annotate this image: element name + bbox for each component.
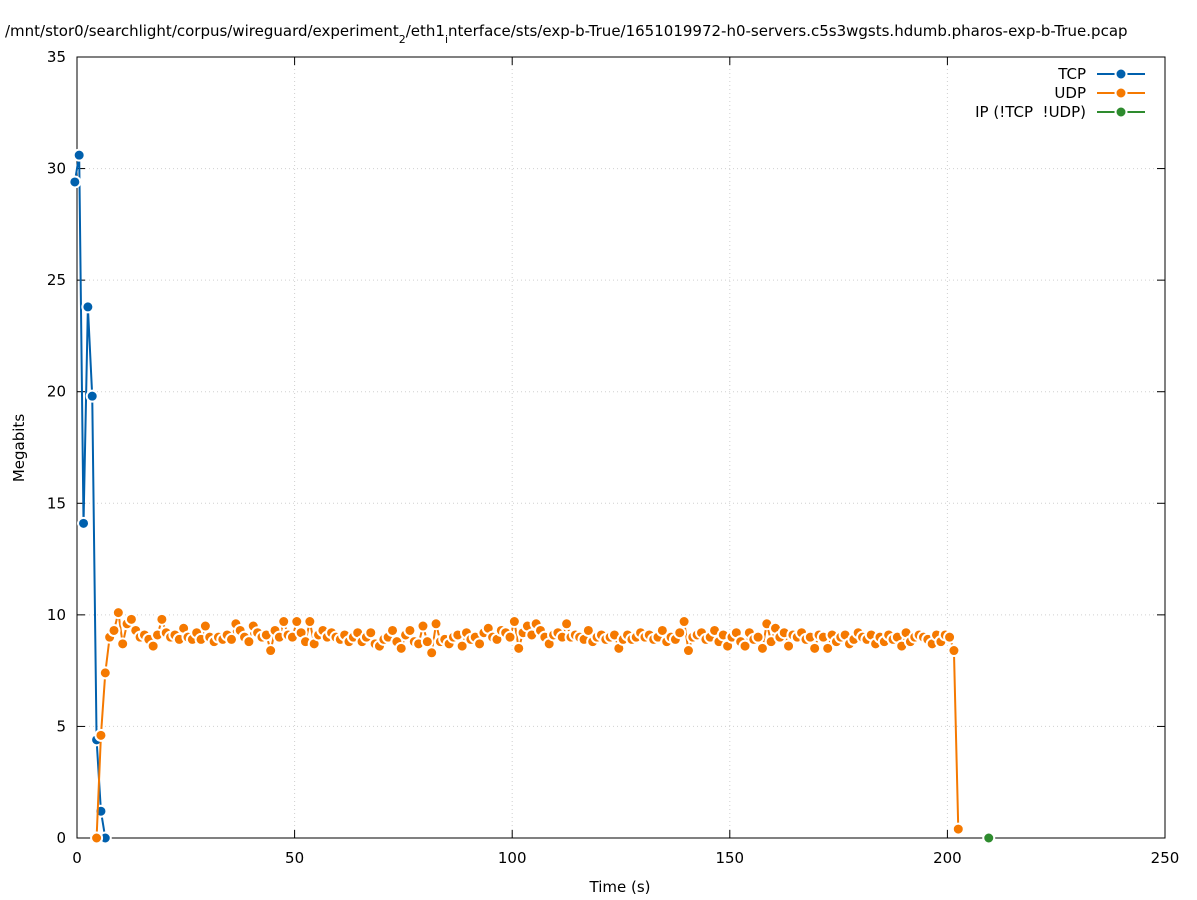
point (403, 623, 417, 637)
point (738, 639, 752, 653)
x-tick-label: 250 (1151, 849, 1180, 867)
legend-swatch (1114, 67, 1128, 81)
point (755, 641, 769, 655)
point (290, 615, 304, 629)
point (429, 617, 443, 631)
point (673, 626, 687, 640)
legend-label: IP (!TCP !UDP) (975, 103, 1086, 121)
title-part: i (445, 33, 448, 46)
point (111, 606, 125, 620)
point (107, 623, 121, 637)
point (416, 619, 430, 633)
point (146, 639, 160, 653)
x-tick-label: 100 (498, 849, 527, 867)
point (782, 639, 796, 653)
point (581, 623, 595, 637)
point (386, 623, 400, 637)
point (455, 639, 469, 653)
point (394, 641, 408, 655)
y-tick-label: 0 (56, 829, 66, 847)
point (242, 635, 256, 649)
point (155, 612, 169, 626)
x-tick-label: 200 (933, 849, 962, 867)
point (425, 646, 439, 660)
x-axis-label: Time (s) (589, 878, 651, 896)
y-tick-label: 25 (47, 271, 66, 289)
point (90, 831, 104, 845)
x-tick-label: 0 (72, 849, 82, 867)
point (507, 615, 521, 629)
point (72, 148, 86, 162)
x-tick-label: 150 (715, 849, 744, 867)
y-tick-label: 15 (47, 494, 66, 512)
y-tick-label: 20 (47, 383, 66, 401)
chart-title: /mnt/stor0/searchlight/corpus/wireguard/… (5, 22, 1128, 46)
plot-border (76, 56, 1166, 839)
title-part: /mnt/stor0/searchlight/corpus/wireguard/… (5, 22, 399, 40)
legend-label: UDP (1054, 84, 1086, 102)
point (947, 644, 961, 658)
point (655, 623, 669, 637)
title-part: nterface/sts/exp-b-True/1651019972-h0-se… (448, 22, 1128, 40)
point (198, 619, 212, 633)
point (68, 175, 82, 189)
point (94, 728, 108, 742)
point (473, 637, 487, 651)
point (277, 615, 291, 629)
title-part: /eth1 (406, 22, 445, 40)
point (124, 612, 138, 626)
point (951, 822, 965, 836)
point (77, 516, 91, 530)
legend-swatch (1114, 86, 1128, 100)
point (808, 641, 822, 655)
point (303, 615, 317, 629)
y-axis-label: Megabits (10, 414, 28, 482)
legend-swatch (1114, 105, 1128, 119)
point (98, 666, 112, 680)
point (821, 641, 835, 655)
point (364, 626, 378, 640)
point (264, 644, 278, 658)
point (677, 615, 691, 629)
x-tick-label: 50 (285, 849, 304, 867)
point (420, 635, 434, 649)
legend-label: TCP (1057, 65, 1086, 83)
point (681, 644, 695, 658)
point (943, 630, 957, 644)
point (81, 300, 95, 314)
point (751, 630, 765, 644)
point (85, 389, 99, 403)
y-tick-label: 30 (47, 160, 66, 178)
y-tick-label: 10 (47, 606, 66, 624)
point (512, 641, 526, 655)
point (503, 630, 517, 644)
point (560, 617, 574, 631)
y-tick-label: 5 (56, 717, 66, 735)
y-tick-label: 35 (47, 48, 66, 66)
series-line (73, 155, 107, 839)
point (224, 632, 238, 646)
point (982, 831, 996, 845)
point (116, 637, 130, 651)
title-part: 2 (399, 33, 406, 46)
